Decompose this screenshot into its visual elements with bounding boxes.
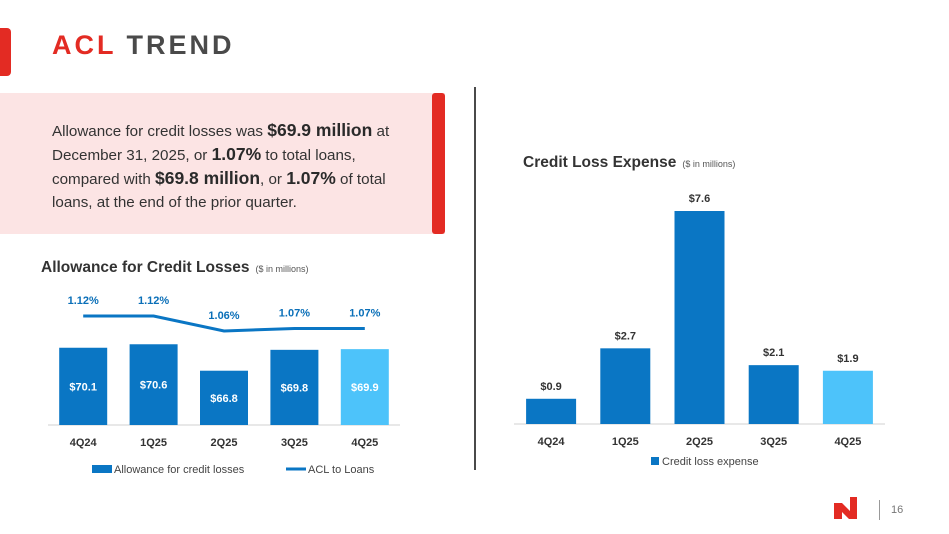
summary-highlight: 1.07% [286, 168, 336, 188]
acl-bar-label: $70.1 [69, 381, 97, 393]
cle-legend-swatch [651, 457, 659, 465]
summary-text-part: , or [260, 171, 287, 188]
acl-legend-line-label: ACL to Loans [308, 464, 375, 476]
acl-to-loans-line [83, 314, 365, 333]
cle-bar [822, 370, 873, 424]
callout-accent-bar [432, 93, 445, 234]
cle-x-tick-label: 4Q25 [834, 436, 861, 448]
acl-to-loans-label: 1.06% [208, 310, 239, 322]
cle-bar [526, 398, 577, 424]
acl-chart-title-text: Allowance for Credit Losses [41, 259, 250, 276]
acl-bar-label: $66.8 [210, 393, 238, 405]
cle-chart-title: Credit Loss Expense ($ in millions) [523, 154, 735, 172]
acl-bar-label: $70.6 [140, 380, 168, 392]
acl-legend-bar-label: Allowance for credit losses [114, 464, 245, 476]
cle-bar [600, 348, 651, 424]
cle-x-tick-label: 3Q25 [760, 436, 787, 448]
acl-to-loans-label: 1.07% [349, 308, 380, 320]
cle-bar [748, 365, 799, 424]
slide-title-acl: ACL [52, 30, 117, 60]
title-accent-tab [0, 28, 11, 76]
section-divider [474, 87, 476, 470]
cle-bar [674, 211, 725, 424]
cle-bar-label: $2.1 [763, 347, 784, 359]
acl-x-tick-label: 3Q25 [281, 437, 308, 449]
cle-x-tick-label: 4Q24 [538, 436, 566, 448]
acl-legend-bar-swatch [92, 465, 112, 473]
page-number: 16 [891, 504, 904, 516]
acl-to-loans-label: 1.07% [279, 308, 310, 320]
cle-bar-label: $2.7 [615, 330, 636, 342]
acl-to-loans-label: 1.12% [138, 295, 169, 307]
cle-bar-label: $1.9 [837, 353, 858, 365]
cle-legend-label: Credit loss expense [662, 456, 759, 468]
summary-text: Allowance for credit losses was $69.9 mi… [52, 119, 412, 214]
cle-x-tick-label: 2Q25 [686, 436, 713, 448]
summary-text-part: Allowance for credit losses was [52, 123, 268, 140]
acl-bar [340, 349, 389, 425]
acl-x-tick-label: 4Q25 [351, 437, 378, 449]
cle-chart-title-text: Credit Loss Expense [523, 154, 677, 171]
acl-bar [270, 349, 319, 425]
acl-bar [129, 344, 178, 425]
acl-to-loans-label: 1.12% [68, 295, 99, 307]
summary-highlight: 1.07% [211, 144, 262, 164]
summary-text-part: at December 31, 2025, or [52, 123, 390, 164]
summary-text-part: of total loans, at the end of the prior … [52, 171, 386, 211]
acl-x-tick-label: 1Q25 [140, 437, 167, 449]
acl-chart-title: Allowance for Credit Losses ($ in million… [41, 259, 308, 277]
summary-highlight: $69.8 million [154, 168, 261, 188]
acl-bar [59, 347, 108, 425]
footer-separator [879, 500, 880, 520]
slide-title: ACL TREND [52, 30, 235, 61]
acl-bar-label: $69.9 [351, 382, 379, 394]
cle-x-tick-label: 1Q25 [612, 436, 639, 448]
acl-chart-subtitle: ($ in millions) [255, 264, 309, 274]
summary-text-part: to total loans, compared with [52, 147, 356, 188]
acl-x-tick-label: 4Q24 [70, 437, 98, 449]
cle-chart-subtitle: ($ in millions) [682, 159, 736, 169]
cle-bar-label: $0.9 [540, 381, 561, 393]
summary-callout [0, 93, 445, 234]
acl-bar-label: $69.8 [281, 382, 309, 394]
acl-x-tick-label: 2Q25 [211, 437, 238, 449]
summary-highlight: $69.9 million [267, 120, 373, 140]
cle-bar-label: $7.6 [689, 193, 710, 205]
acl-bar [200, 370, 248, 425]
slide-title-trend: TREND [126, 30, 235, 60]
